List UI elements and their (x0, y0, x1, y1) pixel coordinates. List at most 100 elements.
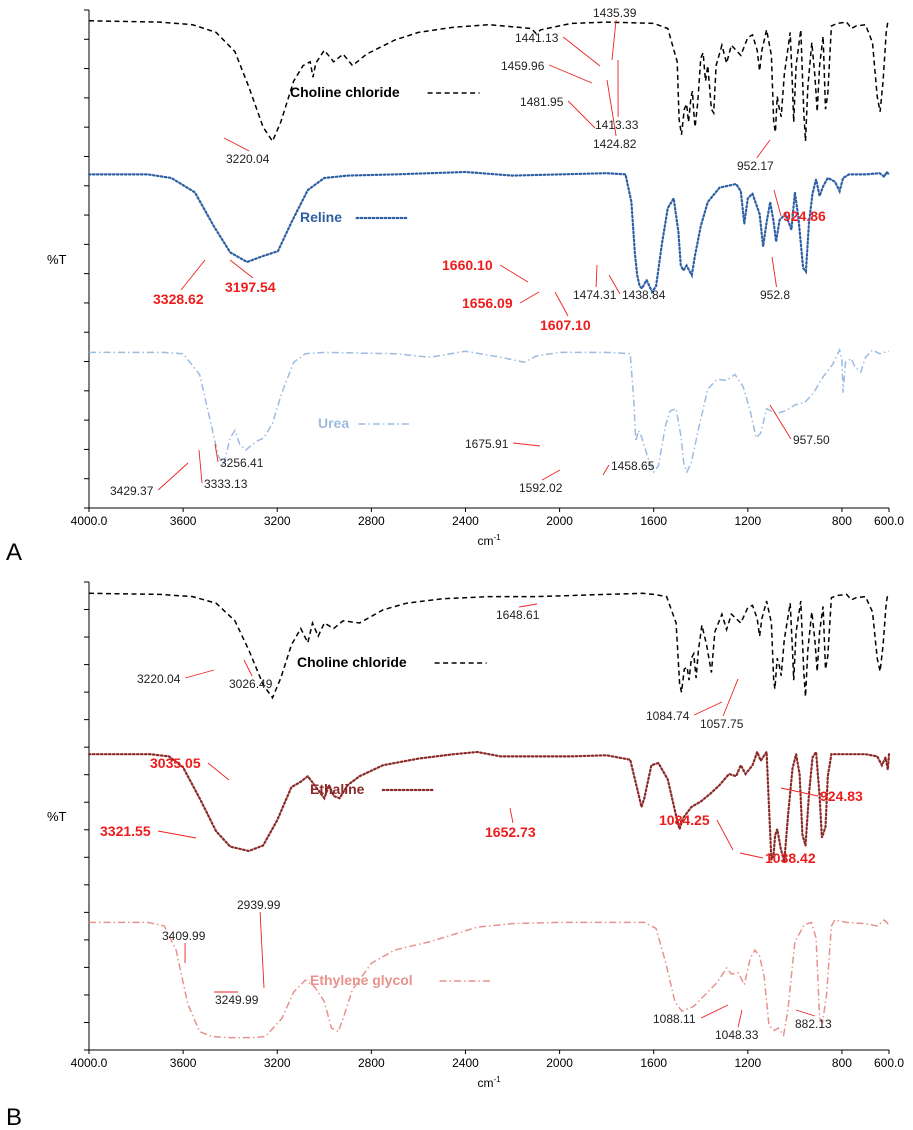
annotation-leader-line (602, 464, 610, 476)
x-tick-label: 600.0 (874, 1056, 904, 1070)
peak-label: 1441.13 (515, 31, 559, 45)
peak-label: 1592.02 (519, 481, 563, 495)
series-line-ethaline (87, 748, 891, 863)
peak-label: 952.8 (760, 288, 790, 302)
series-line-choline-chloride (88, 592, 890, 700)
panel-letter: B (6, 1104, 22, 1130)
peak-label: 3321.55 (100, 823, 151, 839)
x-tick-label: 3200 (264, 1056, 291, 1070)
x-tick-label: 2800 (358, 514, 385, 528)
chart-panel-B: 4000.0 3600 3200 2800 2400 2000 1600 1200 800 600… (6, 581, 904, 1130)
x-axis-title-superscript: -1 (493, 533, 501, 542)
annotation-leader-line (780, 787, 819, 797)
legend-label: Reline (300, 209, 342, 225)
annotation-leader-line (554, 291, 569, 317)
annotation-leader-line (214, 443, 219, 463)
peak-label: 1038.42 (765, 850, 816, 866)
annotation-leader-line (567, 100, 596, 129)
x-tick-label: 2000 (546, 1056, 573, 1070)
peak-label: 1438.84 (622, 288, 666, 302)
peak-label: 3197.54 (225, 279, 276, 295)
peak-label: 3328.62 (153, 291, 204, 307)
peak-label: 3333.13 (204, 477, 248, 491)
series-line-urea (89, 347, 890, 474)
annotation-leader-line (606, 79, 617, 137)
peak-label: 3220.04 (137, 672, 181, 686)
x-axis-title: cm-1 (477, 1075, 501, 1090)
peak-label: 1048.33 (715, 1028, 759, 1042)
annotation-leader-line (701, 1004, 729, 1019)
peak-label: 3429.37 (110, 484, 154, 498)
annotation-leader-line (756, 139, 771, 159)
x-tick-label: 800 (832, 514, 852, 528)
x-tick-label: 1600 (640, 514, 667, 528)
x-tick-label: 1200 (734, 1056, 761, 1070)
y-axis-title: %T (47, 252, 67, 267)
annotation-leader-line (513, 442, 541, 447)
series-line-choline-chloride (88, 20, 890, 143)
annotation-leader-line (499, 264, 529, 283)
annotation-leader-line (795, 1009, 815, 1017)
annotation-leader-line (229, 259, 254, 279)
x-tick-label: 800 (832, 1056, 852, 1070)
peak-label: 3035.05 (150, 755, 201, 771)
peak-label: 1474.31 (573, 288, 617, 302)
annotation-leader-line (198, 449, 203, 484)
peak-label: 3409.99 (162, 929, 206, 943)
annotation-leader-line (769, 404, 792, 440)
peak-label: 957.50 (793, 433, 830, 447)
peak-label: 924.83 (820, 788, 863, 804)
x-tick-label: 1600 (640, 1056, 667, 1070)
annotation-leader-line (519, 603, 538, 608)
peak-label: 1458.65 (611, 459, 655, 473)
peak-label: 1656.09 (462, 295, 513, 311)
annotation-leader-line (157, 830, 197, 839)
series-line-reline (87, 170, 891, 295)
peak-label: 1088.11 (653, 1012, 696, 1026)
annotation-leader-line (185, 669, 215, 679)
annotation-leader-line (739, 852, 764, 859)
x-tick-label: 2400 (452, 1056, 479, 1070)
panel-letter: A (6, 539, 22, 566)
annotation-leader-line (722, 678, 739, 717)
annotation-leader-line (509, 807, 514, 824)
legend-label: Choline chloride (290, 84, 400, 100)
annotation-leader-line (737, 1009, 743, 1028)
annotation-leader-line (716, 819, 734, 851)
annotation-leader-line (243, 659, 253, 677)
peak-label: 1057.75 (700, 717, 744, 731)
annotation-leader-line (611, 19, 617, 61)
peak-label: 952.17 (737, 159, 774, 173)
annotation-leader-line (157, 462, 189, 491)
x-tick-label: 4000.0 (71, 514, 108, 528)
annotation-leader-line (180, 259, 206, 291)
x-tick-label: 2800 (358, 1056, 385, 1070)
peak-label: 3249.99 (215, 993, 259, 1007)
peak-label: 1481.95 (520, 95, 564, 109)
annotation-leader-line (541, 469, 561, 481)
annotation-leader-line (259, 911, 265, 989)
peak-label: 1607.10 (540, 317, 591, 333)
peak-label: 882.13 (795, 1017, 832, 1031)
series-line-ethylene-glycol (89, 918, 890, 1039)
x-tick-label: 2400 (452, 514, 479, 528)
x-axis-title: cm-1 (477, 533, 501, 548)
x-tick-label: 2000 (546, 514, 573, 528)
legend-label: Urea (318, 415, 349, 431)
peak-label: 3026.49 (229, 677, 273, 691)
x-tick-label: 1200 (734, 514, 761, 528)
peak-label: 1413.33 (595, 118, 639, 132)
annotation-leader-line (223, 137, 250, 152)
annotation-leader-line (207, 762, 230, 781)
peak-label: 3256.41 (220, 456, 264, 470)
x-tick-label: 3600 (170, 1056, 197, 1070)
peak-label: 3220.04 (226, 152, 270, 166)
annotation-leader-line (773, 189, 782, 217)
peak-label: 1648.61 (496, 608, 540, 622)
legend-label: Choline chloride (297, 654, 407, 670)
annotation-leader-line (562, 36, 601, 67)
annotation-leader-line (595, 264, 598, 288)
y-axis-title: %T (47, 809, 67, 824)
peak-label: 1660.10 (442, 257, 493, 273)
